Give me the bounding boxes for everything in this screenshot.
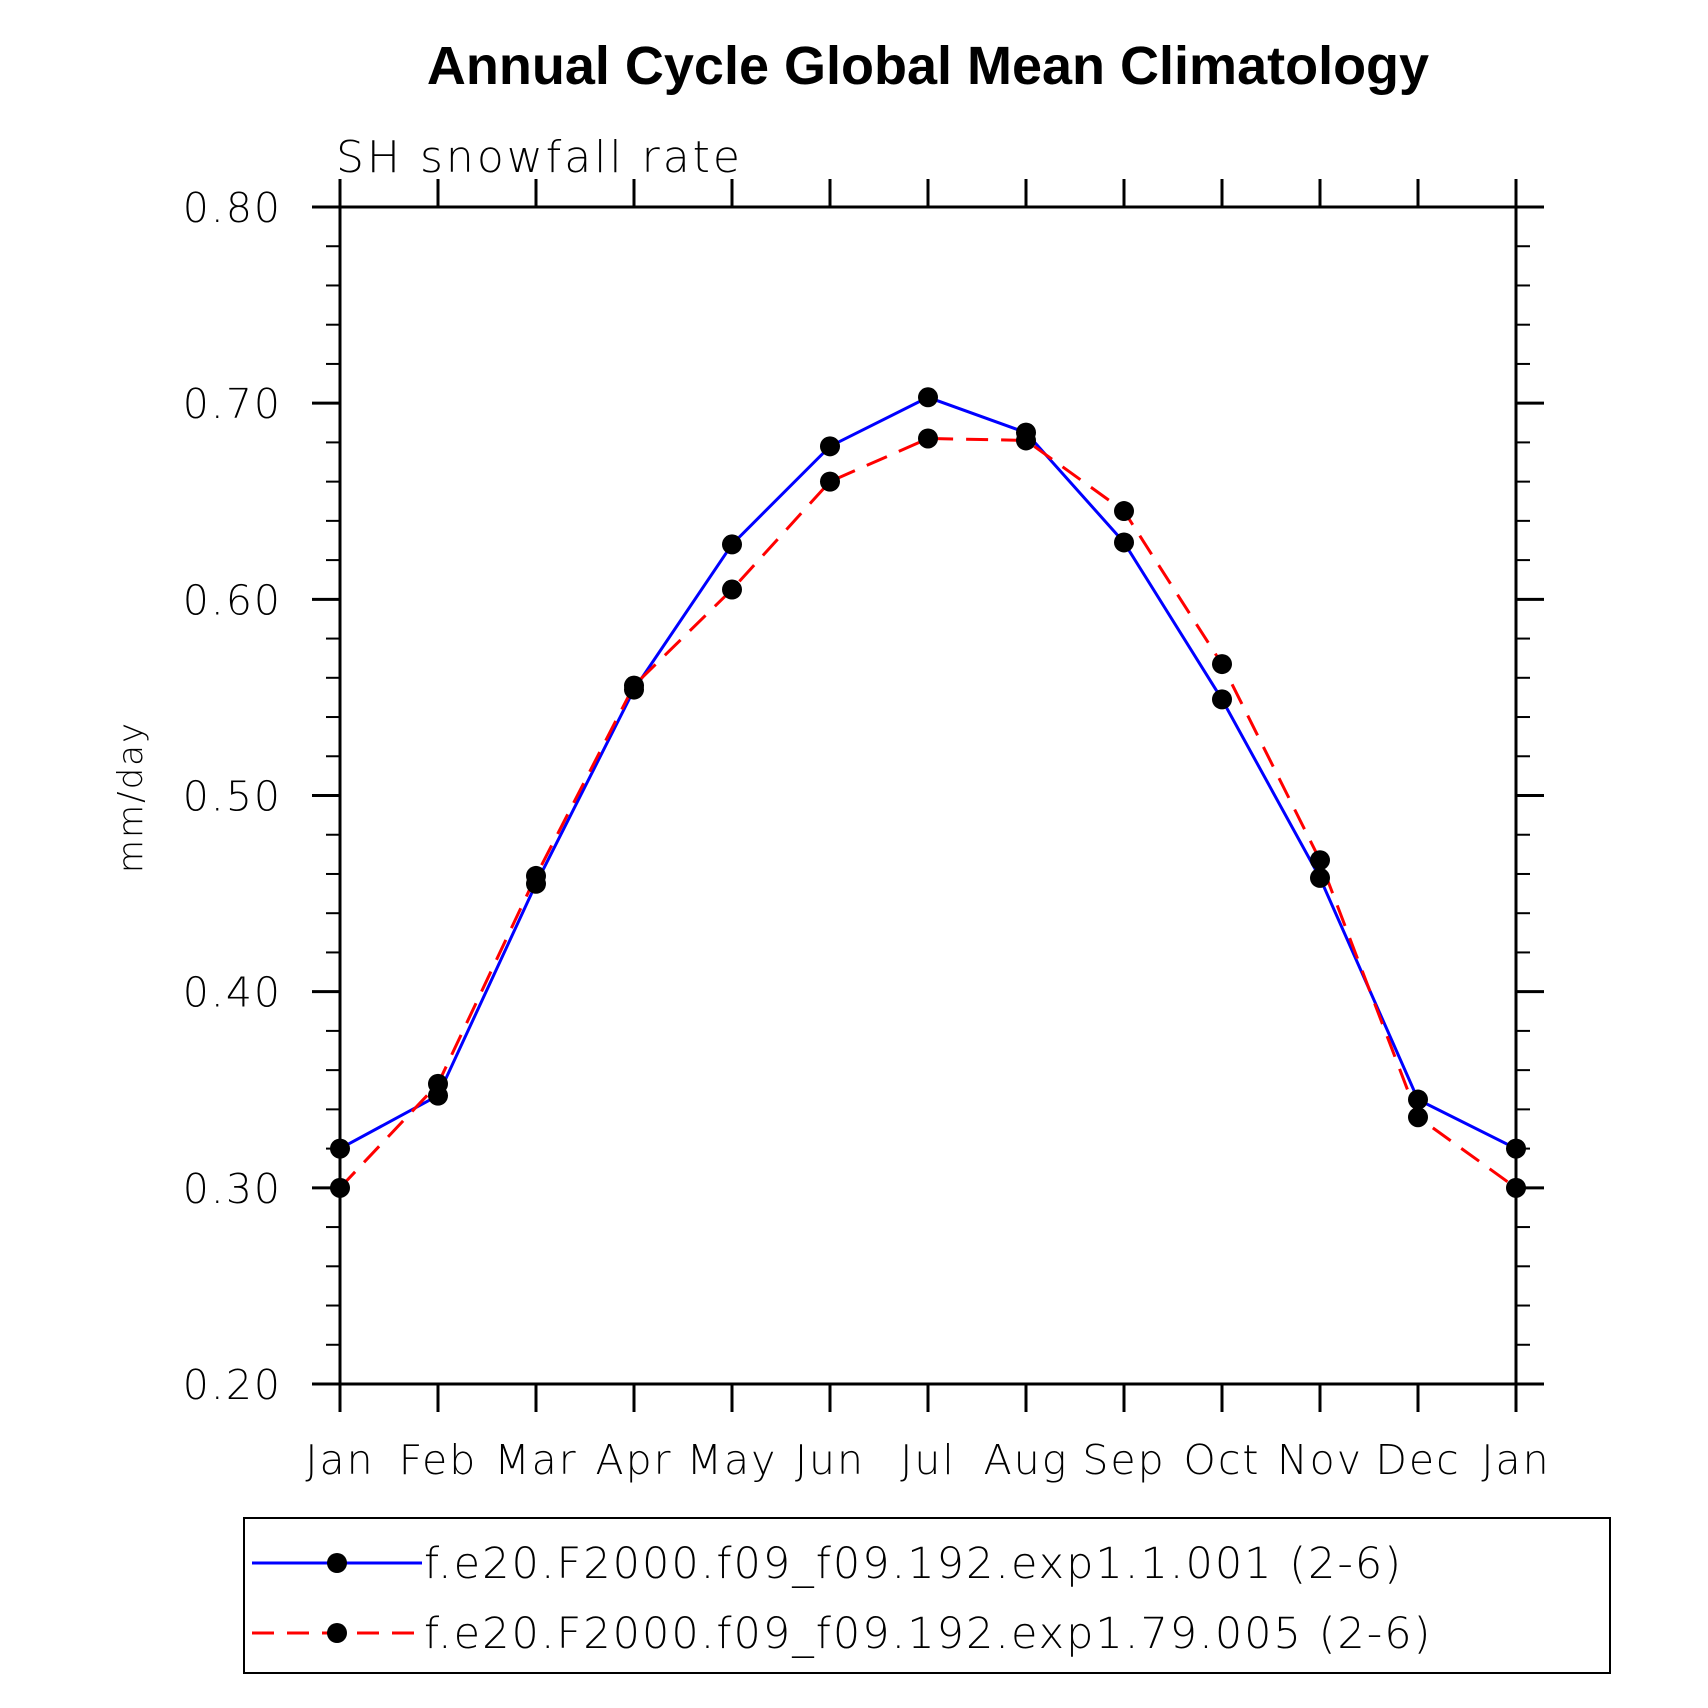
data-point-series-2 (1310, 850, 1330, 871)
data-point-series-2 (1016, 430, 1036, 451)
legend-label-series-2: f.e20.F2000.f09_f09.192.exp1.79.005 (2-6… (424, 1609, 1432, 1659)
data-point-series-2 (330, 1177, 350, 1198)
x-tick-label: May (687, 1436, 778, 1484)
data-point-series-2 (918, 428, 938, 449)
x-tick-label: Jul (900, 1436, 955, 1484)
data-point-series-2 (428, 1073, 448, 1094)
legend-box (243, 1517, 1611, 1674)
x-tick-label: Aug (984, 1436, 1069, 1484)
legend-marker-series-1 (327, 1553, 347, 1573)
y-tick-label: 0.60 (183, 576, 282, 624)
x-tick-label: Jan (1481, 1436, 1550, 1484)
data-point-series-2 (820, 471, 840, 492)
x-tick-labels: Jan Feb Mar Apr May Jun Jul Aug Sep Oct Nov Dec Jan (305, 1436, 1550, 1484)
y-tick-label: 0.50 (183, 773, 282, 821)
data-point-series-1 (1310, 867, 1330, 888)
y-tick-label: 0.70 (183, 380, 282, 428)
data-point-series-1 (1114, 532, 1134, 553)
data-point-series-2 (1408, 1107, 1428, 1128)
y-tick-label: 0.40 (183, 969, 282, 1017)
data-point-series-1 (820, 436, 840, 457)
data-point-series-1 (330, 1138, 350, 1159)
x-tick-label: Sep (1082, 1436, 1165, 1484)
data-point-series-2 (1212, 654, 1232, 675)
x-tick-label: Feb (399, 1436, 478, 1484)
y-tick-label: 0.30 (183, 1165, 282, 1213)
axis-ticks (312, 179, 1544, 1412)
y-tick-label: 0.80 (183, 184, 282, 232)
y-tick-label: 0.20 (183, 1361, 282, 1409)
y-axis-label: mm/day (111, 721, 151, 873)
x-tick-label: Jun (795, 1436, 865, 1484)
data-point-series-2 (1506, 1177, 1526, 1198)
data-point-series-1 (1408, 1089, 1428, 1110)
data-point-series-2 (722, 579, 742, 600)
chart-title: Annual Cycle Global Mean Climatology (427, 36, 1429, 96)
data-point-series-1 (918, 387, 938, 408)
y-tick-labels: 0.20 0.30 0.40 0.50 0.60 0.70 0.80 (183, 184, 282, 1409)
data-point-series-2 (1114, 501, 1134, 522)
legend: f.e20.F2000.f09_f09.192.exp1.1.001 (2-6)… (243, 1517, 1611, 1674)
data-point-series-1 (722, 534, 742, 555)
series-markers (330, 387, 1526, 1198)
series-line-2 (338, 436, 1517, 1190)
plot-frame (338, 205, 1518, 1386)
data-point-series-2 (624, 675, 644, 696)
data-point-series-2 (526, 865, 546, 886)
x-tick-label: Apr (596, 1436, 673, 1484)
data-point-series-1 (1212, 689, 1232, 710)
series-lines (338, 395, 1517, 1190)
data-point-series-1 (1506, 1138, 1526, 1159)
series-line-1 (339, 395, 1517, 1150)
chart-subtitle: SH snowfall rate (336, 132, 743, 183)
x-tick-label: Jan (305, 1436, 374, 1484)
x-tick-label: Oct (1184, 1436, 1261, 1484)
legend-marker-series-2 (327, 1623, 347, 1643)
legend-label-series-1: f.e20.F2000.f09_f09.192.exp1.1.001 (2-6) (424, 1539, 1403, 1589)
x-tick-label: Dec (1375, 1436, 1460, 1484)
x-tick-label: Mar (494, 1436, 577, 1484)
x-tick-label: Nov (1277, 1436, 1363, 1484)
